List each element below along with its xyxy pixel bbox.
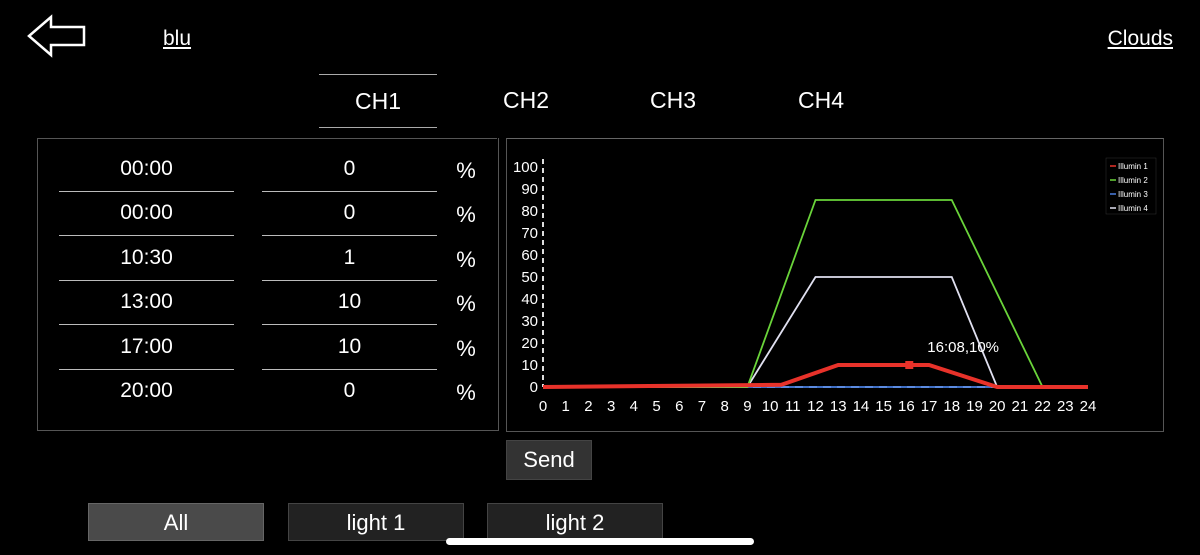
legend-label: Illumin 3 <box>1118 190 1148 199</box>
back-button[interactable] <box>26 14 88 58</box>
x-tick-label: 19 <box>966 398 983 415</box>
percent-label: % <box>456 380 476 405</box>
tab-ch4[interactable]: CH4 <box>797 87 844 113</box>
time-field[interactable]: 13:00 <box>59 280 234 325</box>
percent-label: % <box>456 291 476 316</box>
y-tick-label: 60 <box>521 247 538 264</box>
x-tick-label: 12 <box>807 398 824 415</box>
time-field[interactable]: 00:00 <box>59 191 234 236</box>
x-tick-label: 23 <box>1057 398 1074 415</box>
x-tick-label: 2 <box>584 398 592 415</box>
x-tick-label: 15 <box>875 398 892 415</box>
y-tick-label: 10 <box>521 357 538 374</box>
group-all-button[interactable]: All <box>88 503 264 541</box>
x-tick-label: 16 <box>898 398 915 415</box>
value-field[interactable]: 0 <box>262 147 437 192</box>
series-line-illumin-1 <box>542 363 1088 389</box>
value-field[interactable]: 0 <box>262 191 437 236</box>
legend-label: Illumin 2 <box>1118 176 1148 185</box>
x-tick-label: 13 <box>830 398 847 415</box>
home-indicator <box>446 538 754 545</box>
percent-label: % <box>456 202 476 227</box>
y-tick-label: 50 <box>521 269 538 286</box>
x-tick-label: 20 <box>989 398 1006 415</box>
y-tick-label: 40 <box>521 291 538 308</box>
x-tick-label: 5 <box>652 398 660 415</box>
value-field[interactable]: 10 <box>262 325 437 370</box>
x-tick-label: 22 <box>1034 398 1051 415</box>
value-field[interactable]: 10 <box>262 280 437 325</box>
time-field[interactable]: 10:30 <box>59 236 234 281</box>
y-tick-label: 100 <box>513 159 538 176</box>
schedule-panel-top-border <box>37 138 497 139</box>
x-tick-label: 9 <box>743 398 751 415</box>
y-tick-label: 70 <box>521 225 538 242</box>
drag-point-marker[interactable] <box>905 361 914 369</box>
y-tick-label: 30 <box>521 313 538 330</box>
profile-name-link[interactable]: blu <box>163 27 192 50</box>
x-tick-label: 6 <box>675 398 683 415</box>
x-tick-label: 14 <box>853 398 870 415</box>
y-tick-label: 80 <box>521 203 538 220</box>
left-arrow-icon <box>27 14 86 58</box>
tab-ch3[interactable]: CH3 <box>649 87 696 113</box>
x-tick-label: 21 <box>1012 398 1029 415</box>
value-field[interactable]: 0 <box>343 379 356 402</box>
percent-label: % <box>456 158 476 183</box>
time-field[interactable]: 20:00 <box>120 379 173 402</box>
x-tick-label: 18 <box>943 398 960 415</box>
y-tick-label: 0 <box>530 379 538 396</box>
legend-label: Illumin 1 <box>1118 162 1148 171</box>
tab-ch2[interactable]: CH2 <box>502 87 549 113</box>
x-tick-label: 24 <box>1080 398 1097 415</box>
x-tick-label: 10 <box>762 398 779 415</box>
percent-label: % <box>456 247 476 272</box>
percent-label: % <box>456 336 476 361</box>
time-field[interactable]: 17:00 <box>59 325 234 370</box>
time-field[interactable]: 00:00 <box>59 147 234 192</box>
series-line-illumin-2 <box>543 199 1088 388</box>
value-field[interactable]: 1 <box>262 236 437 281</box>
tab-ch1[interactable]: CH1 <box>319 74 437 128</box>
schedule-panel <box>37 138 499 431</box>
clouds-link[interactable]: Clouds <box>1107 27 1173 50</box>
y-tick-label: 20 <box>521 335 538 352</box>
legend-label: Illumin 4 <box>1118 204 1148 213</box>
x-tick-label: 17 <box>921 398 938 415</box>
x-tick-label: 1 <box>562 398 570 415</box>
x-tick-label: 4 <box>630 398 638 415</box>
series-line-illumin-4 <box>543 276 1088 388</box>
legend-box <box>1105 157 1157 215</box>
group-light2-button[interactable]: light 2 <box>487 503 663 541</box>
group-light1-button[interactable]: light 1 <box>288 503 464 541</box>
x-tick-label: 7 <box>698 398 706 415</box>
x-tick-label: 0 <box>539 398 547 415</box>
chart-panel <box>506 138 1164 432</box>
x-tick-label: 3 <box>607 398 615 415</box>
x-tick-label: 8 <box>720 398 728 415</box>
x-tick-label: 11 <box>785 398 801 415</box>
marker-readout: 16:08,10% <box>927 339 999 356</box>
y-tick-label: 90 <box>521 181 538 198</box>
send-button[interactable]: Send <box>506 440 592 480</box>
